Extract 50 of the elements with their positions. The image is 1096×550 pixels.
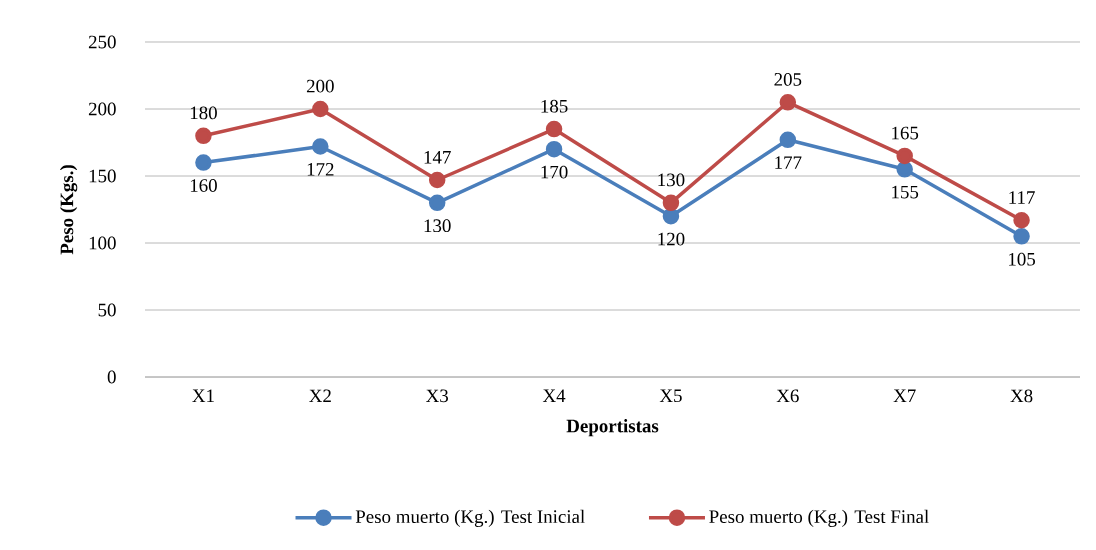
data-label: 200 — [306, 79, 334, 93]
data-label: 205 — [774, 73, 802, 86]
x-tick-label: X5 — [659, 389, 682, 403]
point — [428, 171, 446, 189]
point — [545, 140, 563, 158]
point — [312, 100, 329, 118]
legend-label: Peso muerto (Kg.) Test Final — [709, 509, 929, 527]
point — [896, 147, 913, 165]
x-axis-title: Deportistas — [566, 419, 659, 437]
data-label: 130 — [424, 219, 451, 233]
data-label: 180 — [190, 106, 217, 120]
x-tick-label: X3 — [426, 389, 449, 403]
y-tick-label: 50 — [98, 303, 116, 317]
data-label: 172 — [307, 163, 334, 176]
point — [1013, 228, 1030, 245]
point — [195, 154, 212, 171]
data-label: 177 — [775, 156, 802, 169]
point — [779, 131, 797, 149]
data-label: 165 — [892, 126, 919, 140]
y-tick-label: 150 — [89, 169, 116, 183]
point — [779, 94, 797, 111]
data-label: 105 — [1009, 252, 1036, 266]
y-tick-label: 250 — [88, 35, 116, 49]
x-tick-label: X2 — [309, 389, 331, 403]
point — [545, 120, 563, 138]
point — [312, 138, 329, 155]
point — [195, 127, 212, 145]
x-tick-label: X7 — [893, 389, 916, 402]
data-label: 155 — [892, 185, 919, 199]
data-label: 147 — [424, 151, 451, 164]
x-tick-label: X4 — [542, 389, 566, 402]
y-tick-label: 200 — [88, 102, 116, 116]
data-label: 170 — [541, 165, 568, 179]
x-tick-label: X8 — [1010, 389, 1033, 403]
data-label: 117 — [1009, 191, 1035, 204]
y-axis-title: Peso (Kgs.) — [59, 165, 78, 255]
data-label: 130 — [658, 173, 685, 187]
x-tick-label: X6 — [776, 389, 799, 403]
data-label: 160 — [190, 179, 217, 192]
point — [1013, 211, 1030, 229]
data-label: 185 — [541, 99, 568, 113]
point — [896, 161, 913, 178]
point — [428, 194, 446, 212]
legend-label: Peso muerto (Kg.) Test Inicial — [355, 509, 585, 527]
point — [662, 194, 680, 212]
y-tick-label: 0 — [107, 370, 116, 384]
x-tick-label: X1 — [192, 389, 214, 403]
data-label: 120 — [658, 232, 685, 246]
point — [662, 207, 680, 225]
y-tick-label: 100 — [89, 236, 116, 250]
